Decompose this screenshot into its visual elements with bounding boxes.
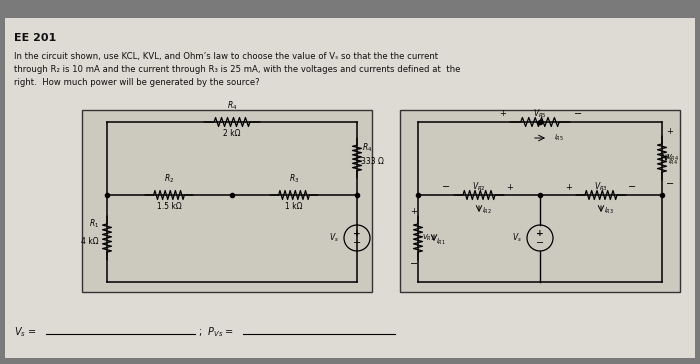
- Text: $V_{R2}$: $V_{R2}$: [472, 181, 486, 193]
- Text: 1.5 kΩ: 1.5 kΩ: [157, 202, 181, 211]
- Text: $i_{R5}$: $i_{R5}$: [554, 133, 564, 143]
- Text: +: +: [354, 229, 360, 238]
- Text: 4 kΩ: 4 kΩ: [81, 237, 99, 246]
- Text: +: +: [411, 207, 417, 217]
- Text: EE 201: EE 201: [14, 33, 56, 43]
- Text: $V_s$: $V_s$: [329, 232, 339, 244]
- Text: −: −: [666, 179, 674, 189]
- Bar: [82, 110, 372, 292]
- Bar: [400, 110, 680, 292]
- Text: 2 kΩ: 2 kΩ: [223, 129, 241, 138]
- Text: $i_{R1}$: $i_{R1}$: [436, 237, 446, 247]
- Text: +: +: [565, 182, 572, 191]
- Text: $i_{R2}$: $i_{R2}$: [482, 206, 492, 216]
- Text: 333 Ω: 333 Ω: [361, 158, 384, 166]
- Text: −: −: [410, 259, 418, 269]
- Text: $R_2$: $R_2$: [164, 173, 174, 185]
- Text: $R_1$: $R_1$: [89, 218, 99, 230]
- Text: In the circuit shown, use KCL, KVL, and Ohm’s law to choose the value of Vₛ so t: In the circuit shown, use KCL, KVL, and …: [14, 52, 461, 87]
- Text: −: −: [536, 238, 544, 248]
- Text: $R_4$: $R_4$: [227, 99, 237, 112]
- Text: −: −: [574, 109, 582, 119]
- Text: $V_{R5}$: $V_{R5}$: [533, 108, 547, 120]
- Text: +: +: [666, 127, 673, 136]
- Text: $V_s$ =: $V_s$ =: [14, 325, 37, 339]
- Text: −: −: [353, 238, 361, 248]
- Text: +: +: [536, 229, 544, 238]
- Text: $i_{R3}$: $i_{R3}$: [604, 206, 614, 216]
- Text: $V_{R4}$: $V_{R4}$: [666, 153, 679, 163]
- Text: $V_s$: $V_s$: [512, 232, 522, 244]
- Text: $R_3$: $R_3$: [289, 173, 299, 185]
- Text: −: −: [628, 182, 636, 192]
- Text: $R_4$: $R_4$: [362, 142, 372, 154]
- Text: −: −: [442, 182, 450, 192]
- Text: +: +: [506, 182, 513, 191]
- Text: ;  $P_{Vs}$ =: ; $P_{Vs}$ =: [198, 325, 234, 339]
- Text: $V_{R1}$: $V_{R1}$: [422, 233, 435, 243]
- Text: $i_{R4}$: $i_{R4}$: [668, 157, 678, 167]
- Text: +: +: [499, 110, 506, 119]
- Text: 1 kΩ: 1 kΩ: [286, 202, 302, 211]
- Text: $V_{R3}$: $V_{R3}$: [594, 181, 608, 193]
